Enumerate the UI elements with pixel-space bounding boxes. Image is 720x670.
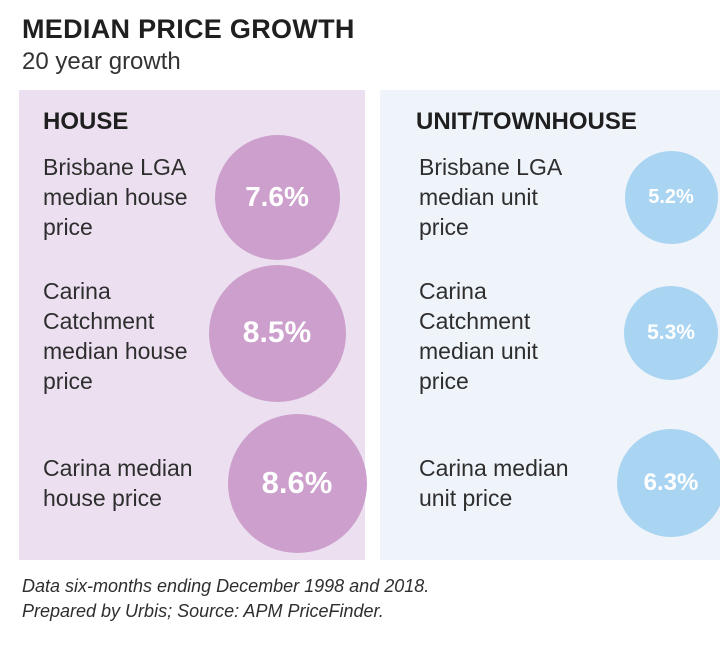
unit-label-carina: Carina median unit price <box>419 455 569 511</box>
unit-value-brisbane-lga: 5.2% <box>624 150 718 244</box>
unit-heading: UNIT/TOWNHOUSE <box>416 108 637 135</box>
unit-label-brisbane-lga: Brisbane LGA median unit price <box>419 154 563 240</box>
house-label-carina-catchment: Carina Catchment median house price <box>43 278 188 394</box>
house-panel: HOUSE Brisbane LGA median house price 7.… <box>19 90 367 560</box>
footnote-source: Prepared by Urbis; Source: APM PriceFind… <box>22 601 384 621</box>
unit-value-carina-catchment: 5.3% <box>624 286 718 380</box>
house-heading: HOUSE <box>43 108 129 135</box>
house-value-carina: 8.6% <box>227 413 367 553</box>
house-value-carina-catchment: 8.5% <box>208 264 346 402</box>
unit-value-carina: 6.3% <box>617 429 720 537</box>
unit-panel: UNIT/TOWNHOUSE Brisbane LGA median unit … <box>380 90 720 560</box>
house-label-carina: Carina median house price <box>43 455 193 511</box>
house-label-brisbane-lga: Brisbane LGA median house price <box>43 154 188 240</box>
chart-subtitle: 20 year growth <box>22 48 181 75</box>
unit-label-carina-catchment: Carina Catchment median unit price <box>419 278 538 394</box>
chart-title: MEDIAN PRICE GROWTH <box>22 14 355 44</box>
house-value-brisbane-lga: 7.6% <box>214 134 340 260</box>
footnote-data-period: Data six-months ending December 1998 and… <box>22 576 430 596</box>
